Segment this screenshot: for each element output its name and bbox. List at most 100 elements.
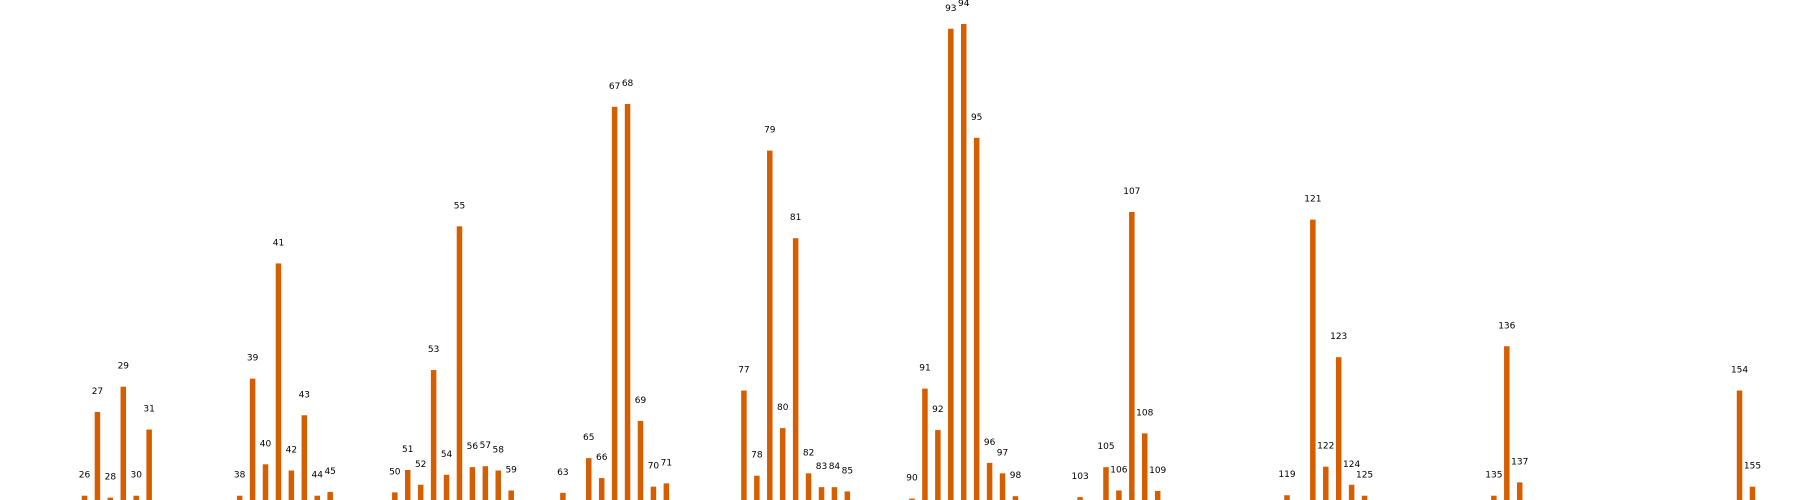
bar-40	[262, 464, 269, 500]
bar-67	[611, 106, 618, 500]
data-label-56: 56	[467, 442, 479, 452]
data-label-82: 82	[803, 448, 814, 458]
data-label-155: 155	[1744, 462, 1761, 472]
bar-109	[1154, 490, 1161, 500]
bar-55	[456, 226, 463, 500]
data-label-44: 44	[312, 471, 324, 481]
bar-80	[779, 428, 786, 500]
bar-38	[236, 495, 243, 500]
data-label-125: 125	[1356, 471, 1373, 481]
bar-68	[624, 103, 631, 500]
bar-63	[560, 492, 566, 500]
data-label-137: 137	[1511, 457, 1528, 467]
bar-56	[469, 467, 476, 500]
bar-43	[301, 415, 308, 500]
bar-124	[1348, 484, 1355, 500]
data-label-96: 96	[984, 438, 996, 448]
data-label-52: 52	[415, 460, 426, 470]
data-label-121: 121	[1304, 195, 1321, 205]
bar-81	[792, 238, 799, 500]
data-label-71: 71	[661, 458, 672, 468]
data-label-90: 90	[906, 474, 918, 484]
data-label-85: 85	[842, 466, 853, 476]
bar-54	[443, 474, 450, 500]
bar-125	[1361, 495, 1368, 500]
data-label-63: 63	[557, 468, 568, 478]
data-label-77: 77	[738, 366, 749, 376]
bar-29	[120, 386, 127, 500]
data-label-124: 124	[1343, 460, 1360, 470]
bar-91	[922, 388, 928, 500]
data-label-70: 70	[648, 462, 660, 472]
bar-92	[935, 430, 941, 500]
bar-83	[818, 487, 825, 500]
data-label-66: 66	[596, 453, 608, 463]
bar-77	[741, 390, 747, 500]
bar-66	[598, 478, 605, 500]
bar-106	[1116, 490, 1122, 500]
data-label-41: 41	[273, 238, 284, 248]
data-label-98: 98	[1010, 471, 1022, 481]
bar-26	[81, 495, 88, 500]
bar-123	[1335, 357, 1342, 500]
data-label-154: 154	[1731, 366, 1748, 376]
data-label-84: 84	[829, 462, 841, 472]
bar-137	[1516, 482, 1523, 500]
data-label-28: 28	[105, 473, 117, 483]
bar-98	[1012, 496, 1019, 500]
data-label-93: 93	[945, 4, 956, 14]
data-label-67: 67	[609, 82, 620, 92]
bar-65	[586, 458, 592, 500]
data-label-97: 97	[997, 448, 1008, 458]
bar-94	[960, 24, 967, 500]
data-label-45: 45	[324, 467, 335, 477]
bar-42	[288, 470, 295, 500]
bar-96	[986, 462, 993, 500]
data-label-80: 80	[777, 403, 789, 413]
data-label-58: 58	[493, 445, 505, 455]
bar-85	[844, 491, 851, 500]
data-label-30: 30	[130, 471, 142, 481]
data-label-40: 40	[260, 439, 272, 449]
data-label-135: 135	[1485, 471, 1502, 481]
bar-103	[1077, 497, 1083, 500]
data-label-81: 81	[790, 213, 801, 223]
data-label-136: 136	[1498, 321, 1515, 331]
bar-27	[94, 411, 101, 500]
bar-50	[392, 492, 398, 500]
data-label-68: 68	[622, 79, 634, 89]
bar-28	[107, 497, 114, 500]
data-label-91: 91	[919, 364, 930, 374]
data-label-107: 107	[1123, 187, 1140, 197]
data-label-83: 83	[816, 462, 827, 472]
data-label-119: 119	[1278, 470, 1295, 480]
bar-122	[1323, 466, 1329, 500]
data-label-51: 51	[402, 445, 413, 455]
data-label-54: 54	[441, 450, 453, 460]
data-label-50: 50	[389, 467, 401, 477]
bar-79	[767, 150, 773, 500]
bar-52	[417, 484, 424, 500]
bar-41	[275, 263, 282, 500]
data-label-57: 57	[480, 441, 491, 451]
data-label-59: 59	[505, 465, 517, 475]
bar-51	[405, 470, 411, 500]
bar-90	[909, 498, 915, 500]
data-label-108: 108	[1136, 408, 1153, 418]
bar-30	[133, 495, 139, 500]
data-label-95: 95	[971, 113, 982, 123]
data-label-92: 92	[932, 405, 943, 415]
bar-44	[314, 495, 320, 500]
data-label-69: 69	[635, 396, 647, 406]
data-label-27: 27	[92, 387, 103, 397]
bar-154	[1736, 390, 1743, 500]
bar-71	[663, 483, 670, 500]
bar-69	[637, 420, 644, 500]
bar-31	[146, 429, 152, 500]
bar-93	[948, 28, 954, 500]
bar-136	[1504, 346, 1510, 500]
data-label-78: 78	[751, 451, 763, 461]
bar-135	[1491, 495, 1497, 500]
data-label-53: 53	[428, 345, 439, 355]
